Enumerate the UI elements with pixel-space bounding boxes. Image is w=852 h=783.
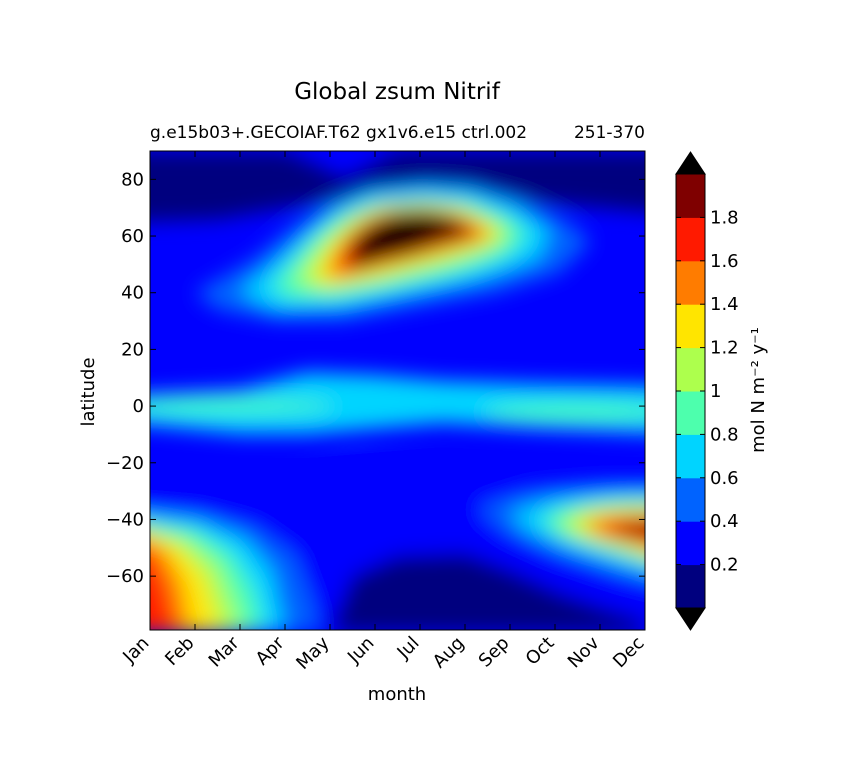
- colorbar-tick-label: 0.2: [710, 555, 739, 576]
- x-tick-label: Jul: [393, 633, 424, 664]
- y-tick-label: −40: [106, 509, 144, 530]
- chart-subtitle-right: 251-370: [574, 123, 645, 143]
- contour-south-polar: [331, 553, 645, 630]
- colorbar-segment: [676, 260, 705, 305]
- chart-subtitle: g.e15b03+.GECOIAF.T62 gx1v6.e15 ctrl.002: [150, 123, 527, 143]
- x-tick-label: Oct: [522, 633, 559, 670]
- colorbar-segment: [676, 564, 705, 609]
- colorbar-tick-label: 1.4: [710, 294, 739, 315]
- x-tick-label: Jan: [118, 633, 153, 668]
- x-tick-label: Jun: [343, 633, 378, 668]
- y-tick-label: 40: [121, 283, 144, 304]
- colorbar-tick-label: 1: [710, 381, 721, 402]
- y-tick-label: 20: [121, 339, 144, 360]
- colorbar-tick-label: 0.8: [710, 424, 739, 445]
- contour-equator-west: [150, 399, 335, 413]
- colorbar-segment: [676, 391, 705, 435]
- x-tick-label: Mar: [205, 632, 244, 671]
- x-tick-label: Apr: [252, 632, 289, 669]
- contour-equator-0.6: [150, 372, 645, 435]
- y-tick-label: −20: [106, 453, 144, 474]
- colorbar-segment: [676, 304, 705, 349]
- contour-dec-1.8: [613, 522, 645, 538]
- y-axis-label: latitude: [78, 357, 99, 426]
- x-tick-label: Sep: [475, 633, 514, 672]
- colorbar-under-arrow: [675, 607, 706, 631]
- contour-jan-1.6: [150, 553, 177, 630]
- x-axis-label: month: [368, 684, 426, 705]
- x-tick-label: Aug: [429, 633, 469, 673]
- colorbar-tick-label: 1.2: [710, 338, 739, 359]
- y-tick-label: 80: [121, 169, 144, 190]
- colorbar-segment: [676, 347, 705, 392]
- colorbar-tick-label: 1.8: [710, 207, 739, 228]
- colorbar-segment: [676, 434, 705, 479]
- colorbar-tick-label: 0.4: [710, 511, 739, 532]
- colorbar-segment: [676, 174, 705, 218]
- colorbar-over-arrow: [675, 151, 706, 175]
- y-axis: −60 −40 −20 0 20 40 60 80: [106, 169, 645, 587]
- y-tick-label: −60: [106, 566, 144, 587]
- colorbar-label: mol N m⁻² y⁻¹: [748, 327, 769, 453]
- colorbar-tick-label: 1.6: [710, 251, 739, 272]
- colorbar-segment: [676, 521, 705, 566]
- colorbar-segment: [676, 217, 705, 262]
- plot-area: Jan Feb Mar Apr May Jun Jul Aug Sep Oct Nov Dec −60…: [106, 150, 649, 674]
- contour-equator-east: [483, 404, 645, 420]
- x-tick-label: Dec: [609, 633, 648, 672]
- plot-frame: [149, 150, 646, 631]
- y-tick-label: 60: [121, 226, 144, 247]
- colorbar-tick-label: 0.6: [710, 468, 739, 489]
- x-tick-label: Nov: [564, 632, 604, 672]
- colorbar-segment: [676, 477, 705, 522]
- y-tick-label: 0: [133, 396, 144, 417]
- x-tick-label: Feb: [161, 633, 198, 670]
- contour-fill: [150, 151, 645, 630]
- x-tick-label: May: [292, 632, 333, 673]
- contour-north-max: [348, 211, 474, 268]
- chart-title: Global zsum Nitrif: [294, 79, 500, 105]
- colorbar: 0.2 0.4 0.6 0.8 1 1.2 1.4 1.6 1.8: [675, 151, 739, 631]
